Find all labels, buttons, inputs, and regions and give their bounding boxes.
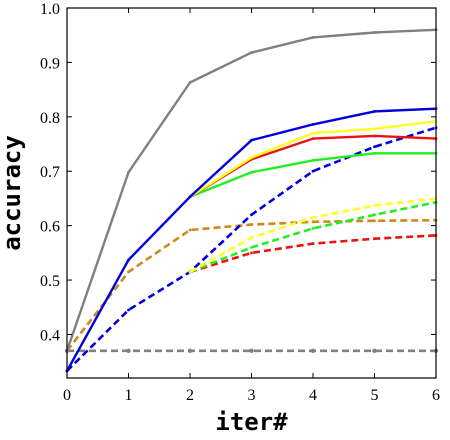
y-tick-label: 0.5 <box>40 273 60 290</box>
y-tick-label: 1.0 <box>40 1 60 18</box>
series-10-point-5 <box>373 110 376 113</box>
y-tick-label: 0.8 <box>40 110 60 127</box>
series-6-point-2 <box>188 81 192 84</box>
series-2-point-1 <box>127 308 130 312</box>
series-layer <box>64 28 439 373</box>
series-6-point-1 <box>127 170 130 174</box>
series-1-point-4 <box>311 220 315 224</box>
x-axis-title: iter# <box>215 408 288 436</box>
series-3-point-1 <box>250 251 253 255</box>
x-tick-label: 3 <box>248 387 256 404</box>
series-5-point-3 <box>373 204 376 207</box>
series-5-point-0 <box>188 270 192 274</box>
series-line-3 <box>189 234 437 274</box>
series-7-point-1 <box>250 170 253 174</box>
ticks-layer: 0 1 2 3 4 5 6 0.4 0.5 0.6 0.7 0.8 0.9 1.0 <box>40 1 440 404</box>
x-tick-label: 4 <box>309 387 317 404</box>
series-6-point-4 <box>311 36 315 39</box>
series-line-2 <box>66 126 437 372</box>
series-line-6 <box>65 28 437 352</box>
series-9-point-1 <box>250 156 253 160</box>
series-6-point-3 <box>250 51 253 54</box>
series-3-point-3 <box>373 237 376 241</box>
series-10-point-2 <box>188 195 192 199</box>
series-7-point-3 <box>373 151 376 155</box>
series-6-point-5 <box>373 31 376 34</box>
x-tick-label: 1 <box>125 387 133 404</box>
y-tick-label: 0.9 <box>40 55 60 72</box>
x-tick-label: 5 <box>371 387 379 404</box>
x-tick-label: 6 <box>432 387 440 404</box>
series-line-10 <box>65 107 437 372</box>
series-10-point-1 <box>127 258 130 262</box>
y-tick-label: 0.6 <box>40 219 60 236</box>
series-1-point-5 <box>373 219 376 223</box>
series-0-point-1 <box>126 348 131 353</box>
series-9-point-3 <box>373 127 376 131</box>
series-0-point-2 <box>187 348 193 353</box>
series-1-point-2 <box>188 228 192 232</box>
series-line-4 <box>189 201 437 274</box>
series-0-point-3 <box>249 348 254 353</box>
series-line-1 <box>65 218 437 352</box>
series-4-point-2 <box>311 227 315 230</box>
series-2-point-4 <box>311 169 315 173</box>
series-10-point-3 <box>250 138 253 142</box>
series-0-point-5 <box>372 348 377 353</box>
series-9-point-2 <box>311 131 315 135</box>
series-5-point-2 <box>311 216 315 219</box>
series-4-point-3 <box>373 213 376 217</box>
y-tick-label: 0.7 <box>40 164 60 181</box>
series-8-point-3 <box>373 134 376 138</box>
series-1-point-1 <box>127 270 130 274</box>
series-10-point-4 <box>311 123 315 126</box>
series-0-point-4 <box>310 348 316 353</box>
series-8-point-2 <box>311 137 315 141</box>
x-tick-label: 0 <box>63 387 71 404</box>
series-2-point-5 <box>373 145 376 149</box>
series-1-point-3 <box>250 223 253 227</box>
y-tick-label: 0.4 <box>40 327 60 344</box>
series-line-8 <box>189 134 437 198</box>
series-5-point-1 <box>250 236 253 240</box>
x-tick-label: 2 <box>186 387 194 404</box>
series-2-point-3 <box>250 213 253 217</box>
series-3-point-2 <box>311 242 315 246</box>
series-7-point-2 <box>311 159 315 162</box>
series-4-point-1 <box>250 246 253 249</box>
y-axis-title: accuracy <box>0 135 26 251</box>
